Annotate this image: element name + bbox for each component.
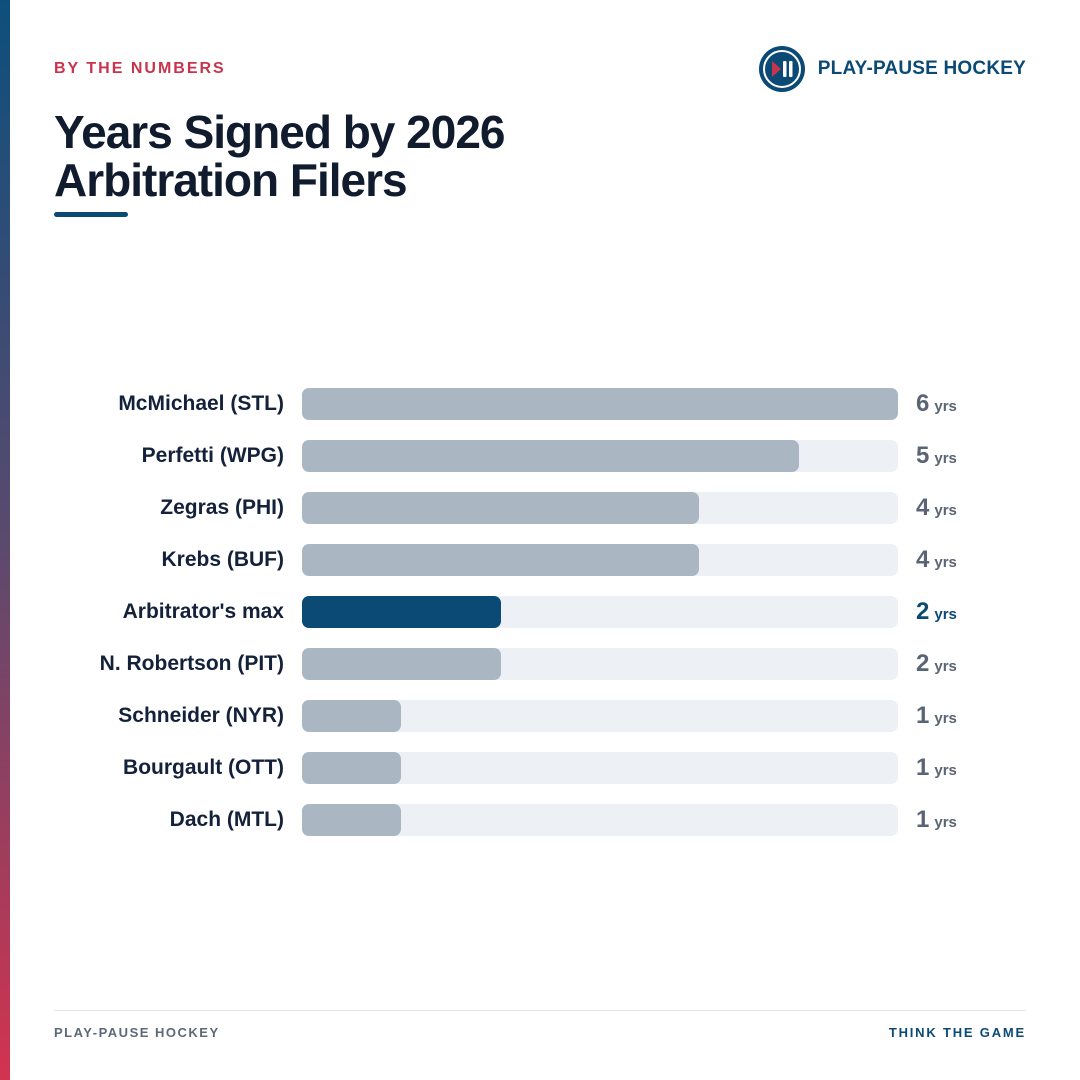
bar xyxy=(302,388,898,420)
bar-value: 2 yrs xyxy=(916,648,957,683)
title-line-2: Arbitration Filers xyxy=(54,154,408,206)
footer-divider xyxy=(54,1010,1026,1011)
bar xyxy=(302,648,501,680)
bar-value-unit: yrs xyxy=(934,554,957,571)
bar-value-number: 4 xyxy=(916,546,930,573)
bar-value-number: 2 xyxy=(916,598,930,625)
footer-brand: PLAY-PAUSE HOCKEY xyxy=(54,1025,220,1040)
bar-value-number: 1 xyxy=(916,754,930,781)
side-accent-stripe xyxy=(0,0,10,1080)
bar-value: 1 yrs xyxy=(916,700,957,735)
bar-value-number: 1 xyxy=(916,806,930,833)
bar xyxy=(302,752,401,784)
bar-label: Krebs (BUF) xyxy=(161,548,284,571)
bar-value-unit: yrs xyxy=(934,606,957,623)
bar-highlight xyxy=(302,596,501,628)
bar-label: N. Robertson (PIT) xyxy=(99,652,284,675)
bar-value-unit: yrs xyxy=(934,710,957,727)
bar-value-unit: yrs xyxy=(934,502,957,519)
section-kicker: BY THE NUMBERS xyxy=(54,60,226,77)
bar-value: 4 yrs xyxy=(916,492,957,527)
bar-value: 1 yrs xyxy=(916,752,957,787)
bar xyxy=(302,492,699,524)
bar-label: McMichael (STL) xyxy=(118,392,284,415)
brand-name: PLAY-PAUSE HOCKEY xyxy=(817,58,1026,79)
bar-label: Arbitrator's max xyxy=(122,600,284,623)
bar-value-number: 6 xyxy=(916,390,930,417)
bar-value-unit: yrs xyxy=(934,762,957,779)
bar-label: Perfetti (WPG) xyxy=(141,444,284,467)
footer-tagline: THINK THE GAME xyxy=(888,1025,1026,1040)
bar-value-unit: yrs xyxy=(934,658,957,675)
title-underline xyxy=(54,212,128,217)
bar-value-unit: yrs xyxy=(934,814,957,831)
bar xyxy=(302,804,401,836)
bar-label: Zegras (PHI) xyxy=(160,496,284,519)
bar xyxy=(302,440,799,472)
title-line-1: Years Signed by 2026 xyxy=(54,106,506,158)
bar-track xyxy=(302,804,898,836)
bar-value-unit: yrs xyxy=(934,398,957,415)
bar-track xyxy=(302,700,898,732)
bar-value: 5 yrs xyxy=(916,440,957,475)
brand-lockup: PLAY-PAUSE HOCKEY xyxy=(758,45,1026,93)
bar-label: Dach (MTL) xyxy=(169,808,284,831)
bar-value-number: 1 xyxy=(916,702,930,729)
bar xyxy=(302,700,401,732)
bar-value-number: 4 xyxy=(916,494,930,521)
page-title: Years Signed by 2026 Arbitration Filers xyxy=(54,108,754,204)
bar-label: Schneider (NYR) xyxy=(118,704,284,727)
bar-value: 4 yrs xyxy=(916,544,957,579)
bar-value-unit: yrs xyxy=(934,450,957,467)
bar-value: 1 yrs xyxy=(916,804,957,839)
bar-value-number: 5 xyxy=(916,442,930,469)
bar-label: Bourgault (OTT) xyxy=(123,756,284,779)
bar-value: 2 yrs xyxy=(916,596,957,631)
bar-value: 6 yrs xyxy=(916,388,957,423)
bar xyxy=(302,544,699,576)
bar-track xyxy=(302,752,898,784)
play-pause-icon xyxy=(758,46,805,92)
bar-value-number: 2 xyxy=(916,650,930,677)
